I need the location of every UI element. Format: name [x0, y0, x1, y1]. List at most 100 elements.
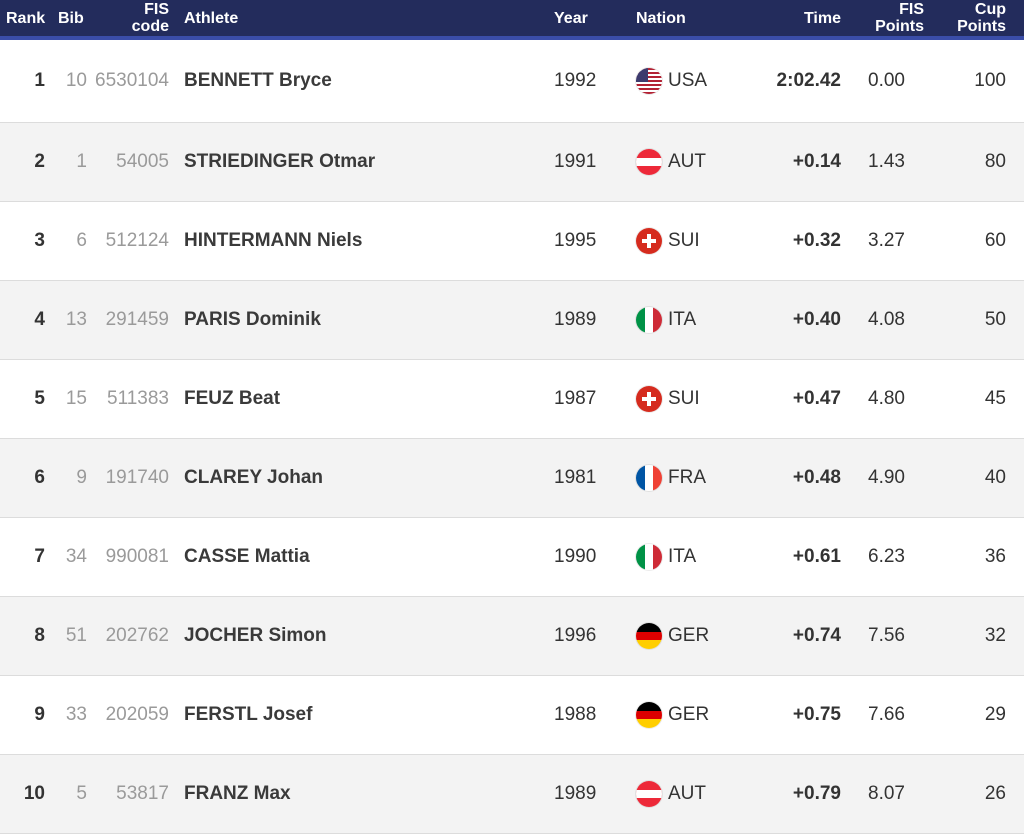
- fis-code-cell: 291459: [105, 309, 169, 330]
- table-row[interactable]: 7 34 990081 CASSE Mattia 1990 ITA +0.61 …: [0, 518, 1024, 597]
- bib-cell: 5: [76, 783, 87, 804]
- athlete-name-link[interactable]: BENNETT Bryce: [184, 70, 332, 91]
- athlete-name-link[interactable]: FEUZ Beat: [184, 388, 281, 409]
- rank-cell: 2: [34, 151, 45, 172]
- cup-points-cell: 40: [984, 467, 1006, 488]
- cup-points-cell: 26: [984, 783, 1006, 804]
- rank-cell: 4: [34, 309, 45, 330]
- time-cell: +0.32: [792, 230, 841, 251]
- athlete-name-link[interactable]: PARIS Dominik: [184, 309, 321, 330]
- time-cell: +0.61: [792, 546, 841, 567]
- germany-flag-icon: [636, 702, 662, 728]
- bib-cell: 15: [65, 388, 87, 409]
- table-row[interactable]: 5 15 511383 FEUZ Beat 1987 SUI +0.47 4.8…: [0, 360, 1024, 439]
- bib-cell: 9: [76, 467, 87, 488]
- cup-points-cell: 60: [984, 230, 1006, 251]
- time-cell: +0.75: [792, 704, 841, 725]
- bib-cell: 34: [65, 546, 87, 567]
- rank-cell: 10: [23, 783, 45, 804]
- year-cell: 1990: [554, 546, 597, 567]
- year-cell: 1988: [554, 704, 597, 725]
- header-athlete[interactable]: Athlete: [184, 0, 238, 36]
- table-row[interactable]: 3 6 512124 HINTERMANN Niels 1995 SUI +0.…: [0, 202, 1024, 281]
- header-fis-points[interactable]: FIS Points: [875, 0, 924, 36]
- fis-code-cell: 54005: [116, 151, 169, 172]
- year-cell: 1995: [554, 230, 597, 251]
- header-year[interactable]: Year: [554, 0, 588, 36]
- table-row[interactable]: 8 51 202762 JOCHER Simon 1996 GER +0.74 …: [0, 597, 1024, 676]
- nation-cell: ITA: [636, 518, 696, 596]
- fis-code-cell: 990081: [105, 546, 169, 567]
- italy-flag-icon: [636, 307, 662, 333]
- fis-points-cell: 7.66: [868, 704, 905, 725]
- header-fis-code[interactable]: FIS code: [132, 0, 169, 36]
- header-fis-code-line1: FIS: [144, 1, 169, 18]
- italy-flag-icon: [636, 544, 662, 570]
- athlete-name-link[interactable]: CASSE Mattia: [184, 546, 310, 567]
- year-cell: 1992: [554, 70, 597, 91]
- cup-points-cell: 50: [984, 309, 1006, 330]
- header-rank[interactable]: Rank: [6, 0, 45, 36]
- fis-points-cell: 4.90: [868, 467, 905, 488]
- nation-code: AUT: [668, 151, 706, 172]
- athlete-name-link[interactable]: FERSTL Josef: [184, 704, 313, 725]
- nation-cell: ITA: [636, 281, 696, 359]
- nation-code: AUT: [668, 783, 706, 804]
- nation-code: ITA: [668, 546, 697, 567]
- athlete-name-link[interactable]: JOCHER Simon: [184, 625, 327, 646]
- header-fis-code-line2: code: [131, 18, 169, 35]
- year-cell: 1996: [554, 625, 597, 646]
- nation-code: FRA: [668, 467, 706, 488]
- header-fis-points-line1: FIS: [899, 1, 924, 18]
- table-row[interactable]: 6 9 191740 CLAREY Johan 1981 FRA +0.48 4…: [0, 439, 1024, 518]
- header-cup-points-line2: Points: [957, 18, 1006, 35]
- year-cell: 1987: [554, 388, 597, 409]
- table-row[interactable]: 9 33 202059 FERSTL Josef 1988 GER +0.75 …: [0, 676, 1024, 755]
- year-cell: 1989: [554, 783, 597, 804]
- nation-cell: GER: [636, 597, 709, 675]
- athlete-name-link[interactable]: CLAREY Johan: [184, 467, 324, 488]
- athlete-name-link[interactable]: FRANZ Max: [184, 783, 291, 804]
- athlete-name-link[interactable]: STRIEDINGER Otmar: [184, 151, 376, 172]
- nation-cell: GER: [636, 676, 709, 754]
- nation-cell: SUI: [636, 360, 700, 438]
- header-bib[interactable]: Bib: [58, 0, 84, 36]
- fis-points-cell: 8.07: [868, 783, 905, 804]
- fis-points-cell: 3.27: [868, 230, 905, 251]
- table-row[interactable]: 4 13 291459 PARIS Dominik 1989 ITA +0.40…: [0, 281, 1024, 360]
- bib-cell: 1: [76, 151, 87, 172]
- header-year-label: Year: [554, 9, 588, 27]
- time-cell: +0.47: [792, 388, 841, 409]
- header-cup-points[interactable]: Cup Points: [957, 0, 1006, 36]
- time-cell: +0.79: [792, 783, 841, 804]
- header-nation[interactable]: Nation: [636, 0, 686, 36]
- nation-cell: FRA: [636, 439, 706, 517]
- header-cup-points-line1: Cup: [974, 1, 1006, 18]
- nation-code: USA: [668, 70, 708, 91]
- nation-code: GER: [668, 704, 710, 725]
- rank-cell: 7: [34, 546, 45, 567]
- france-flag-icon: [636, 465, 662, 491]
- header-time[interactable]: Time: [804, 0, 841, 36]
- fis-code-cell: 191740: [105, 467, 169, 488]
- athlete-name-link[interactable]: HINTERMANN Niels: [184, 230, 363, 251]
- table-row[interactable]: 1 10 6530104 BENNETT Bryce 1992 USA 2:02…: [0, 40, 1024, 123]
- cup-points-cell: 36: [984, 546, 1006, 567]
- time-cell: +0.40: [792, 309, 841, 330]
- fis-points-cell: 6.23: [868, 546, 905, 567]
- fis-points-cell: 1.43: [868, 151, 905, 172]
- germany-flag-icon: [636, 623, 662, 649]
- nation-code: SUI: [668, 230, 700, 251]
- table-row[interactable]: 10 5 53817 FRANZ Max 1989 AUT +0.79 8.07…: [0, 755, 1024, 834]
- time-cell: 2:02.42: [776, 70, 841, 91]
- fis-code-cell: 202059: [105, 704, 169, 725]
- rank-cell: 5: [34, 388, 45, 409]
- table-row[interactable]: 2 1 54005 STRIEDINGER Otmar 1991 AUT +0.…: [0, 123, 1024, 202]
- time-cell: +0.14: [792, 151, 841, 172]
- year-cell: 1981: [554, 467, 597, 488]
- nation-code: ITA: [668, 309, 697, 330]
- cup-points-cell: 32: [984, 625, 1006, 646]
- header-fis-points-line2: Points: [875, 18, 924, 35]
- time-cell: +0.74: [792, 625, 841, 646]
